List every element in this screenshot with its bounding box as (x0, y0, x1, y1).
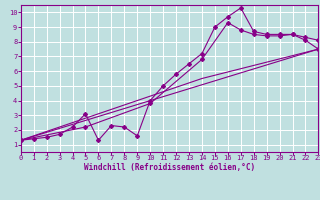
X-axis label: Windchill (Refroidissement éolien,°C): Windchill (Refroidissement éolien,°C) (84, 163, 255, 172)
